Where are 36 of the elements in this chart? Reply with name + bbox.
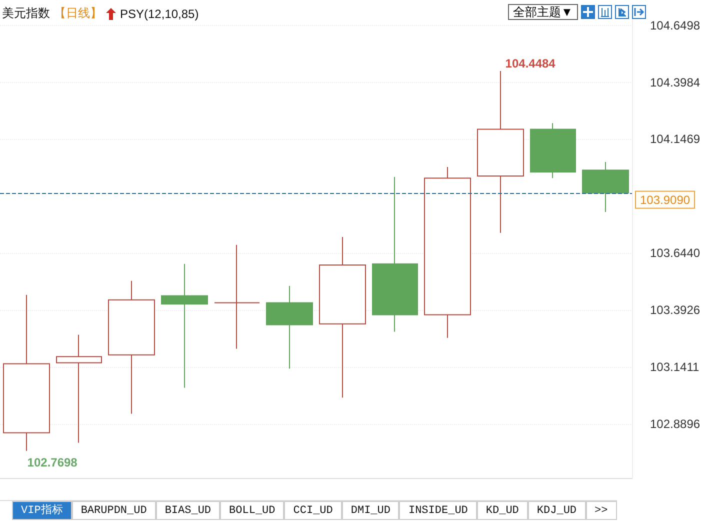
- y-tick-label: 103.3926: [650, 302, 700, 317]
- annotation: 102.7698: [27, 455, 78, 470]
- y-tick-label: 104.6498: [650, 18, 700, 32]
- chart-subtitle: 【日线】: [54, 5, 102, 22]
- candlestick: [56, 334, 102, 444]
- text: CCI_UD: [284, 501, 342, 520]
- candlestick: [372, 176, 418, 332]
- text: BIAS_UD: [156, 501, 220, 520]
- chart-title: 美元指数: [2, 5, 50, 22]
- candlestick: [319, 236, 366, 398]
- y-tick-label: 104.3984: [650, 75, 700, 90]
- annotation: 全部主题▼: [508, 4, 578, 20]
- candlestick: [424, 166, 471, 338]
- text: DMI_UD: [342, 501, 400, 520]
- text: KD_UD: [476, 501, 528, 520]
- text: VIP指标: [12, 501, 72, 520]
- candlestick: [214, 244, 260, 350]
- candlestick: [530, 122, 576, 179]
- y-tick-label: 103.6440: [650, 246, 700, 260]
- text: >>: [586, 501, 617, 520]
- candlestick: [3, 294, 50, 452]
- text: BARUPDN_UD: [72, 501, 156, 520]
- candlestick: [161, 263, 208, 388]
- text: BOLL_UD: [220, 501, 284, 520]
- y-tick-label: 103.1411: [650, 360, 700, 374]
- candlestick: [477, 70, 524, 234]
- candlestick: [582, 162, 629, 213]
- y-tick-label: 102.8896: [650, 416, 700, 431]
- candlestick: [108, 280, 155, 414]
- ref-line-label: 103.9090: [640, 192, 690, 207]
- y-tick-label: 104.1469: [650, 132, 700, 146]
- text: INSIDE_UD: [399, 501, 477, 520]
- annotation: PSY(12,10,85): [120, 6, 199, 20]
- text: KDJ_UD: [528, 501, 586, 520]
- candlestick: [266, 285, 313, 370]
- annotation: 104.4484: [505, 56, 556, 70]
